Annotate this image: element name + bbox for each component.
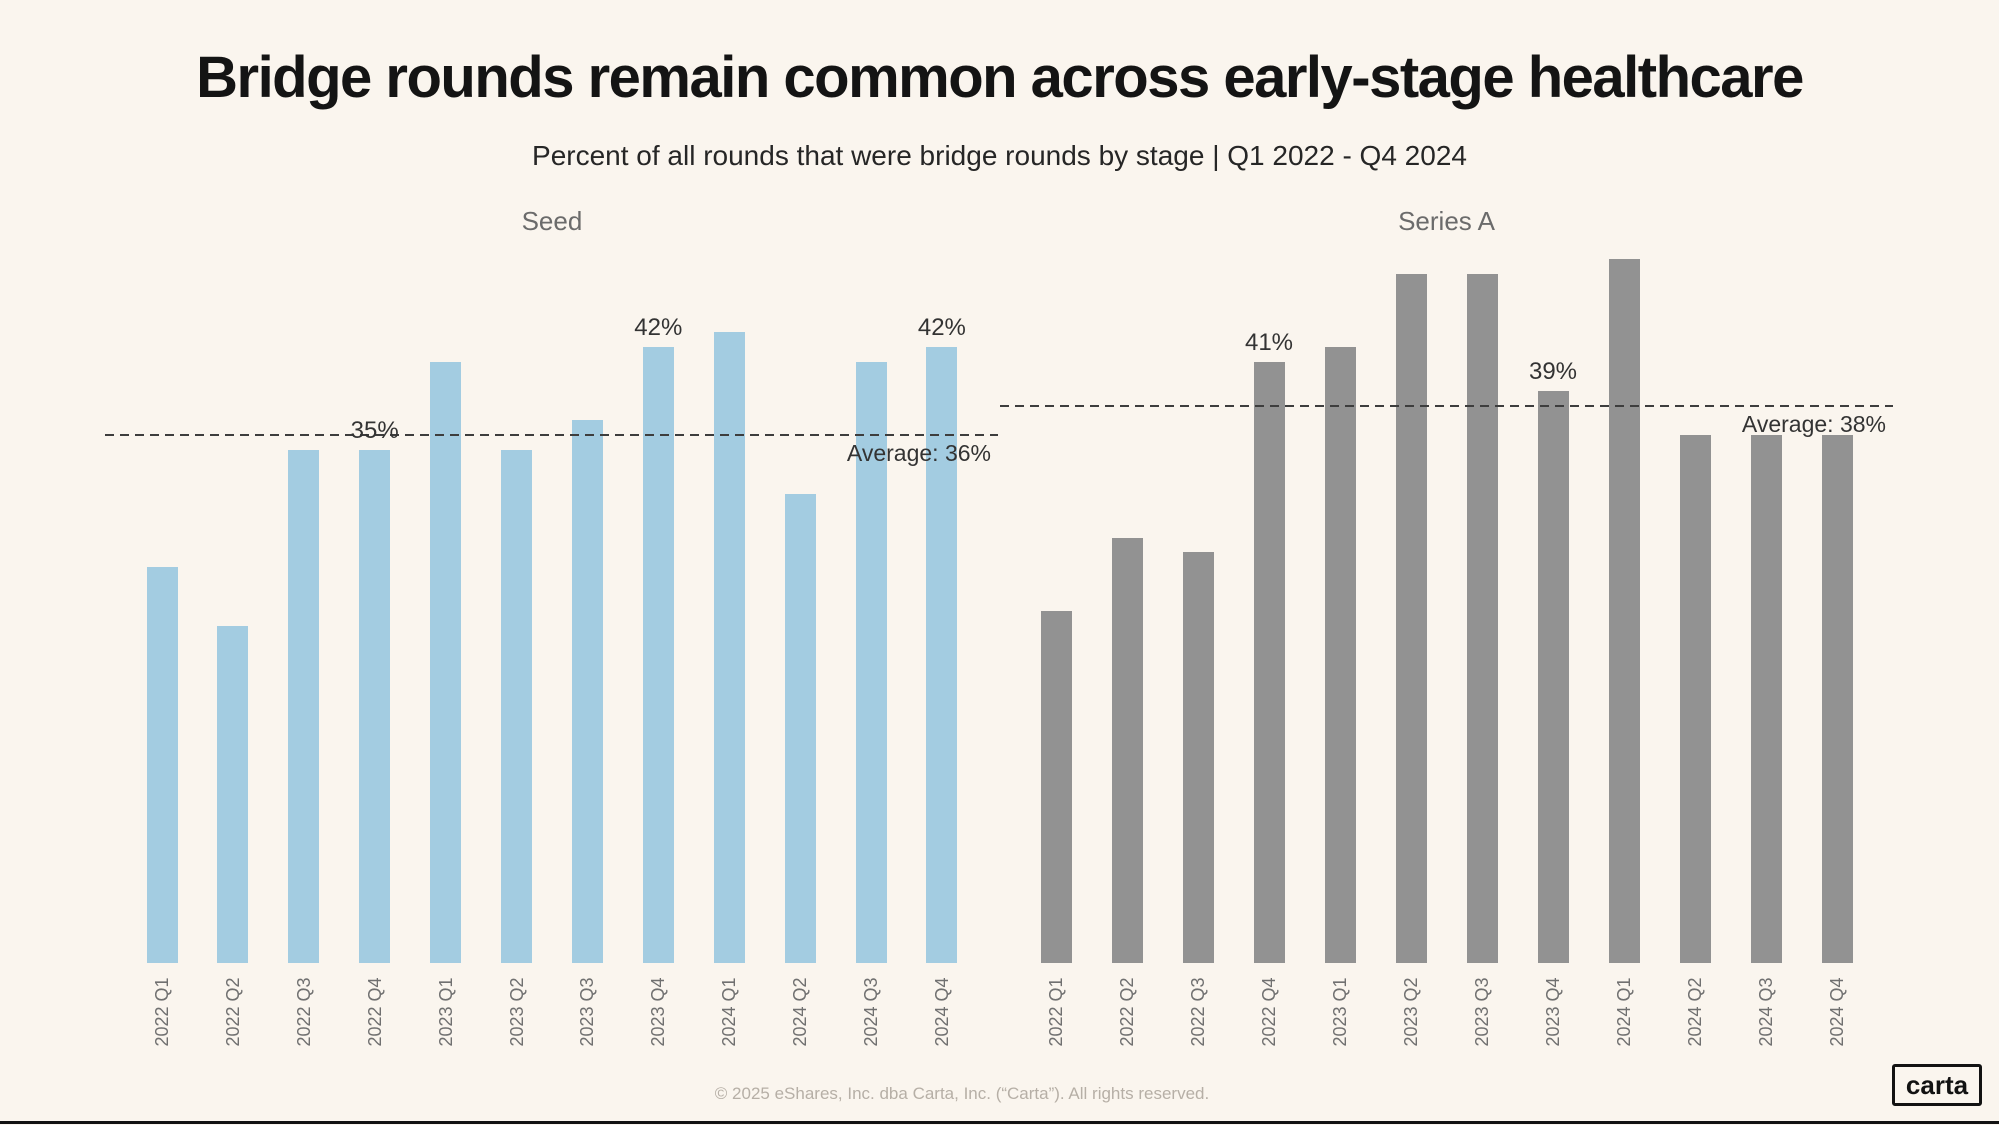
x-label-series-a-2022-q4: 2022 Q4 (1259, 977, 1279, 1047)
chart-subtitle: Percent of all rounds that were bridge r… (532, 140, 1467, 171)
average-label-seed: Average: 36% (846, 439, 991, 466)
bar-series-a-2023-q4 (1537, 390, 1569, 963)
bar-seed-2023-q2 (501, 449, 532, 963)
bar-value-label-seed-2024-q4: 42% (917, 313, 966, 341)
bar-value-label-series-a-2023-q4: 39% (1528, 357, 1578, 385)
average-label-series-a: Average: 38% (1741, 410, 1886, 437)
x-label-seed-2024-q2: 2024 Q2 (790, 977, 811, 1047)
bar-value-label-seed-2023-q4: 42% (634, 313, 683, 341)
bar-seed-2023-q1 (430, 361, 462, 963)
x-label-series-a-2023-q2: 2023 Q2 (1401, 977, 1421, 1047)
x-label-series-a-2023-q3: 2023 Q3 (1472, 977, 1492, 1047)
x-label-seed-2022-q1: 2022 Q1 (152, 977, 172, 1047)
bar-series-a-2022-q1 (1040, 610, 1072, 963)
bar-seed-2022-q3 (288, 449, 320, 963)
x-label-series-a-2022-q2: 2022 Q2 (1117, 977, 1137, 1047)
bar-seed-2023-q3 (571, 420, 603, 963)
bar-series-a-2024-q2 (1679, 434, 1711, 963)
x-label-series-a-2022-q3: 2022 Q3 (1188, 977, 1208, 1047)
bar-value-label-series-a-2022-q4: 41% (1244, 328, 1294, 356)
panel-title-seed: Seed (521, 206, 583, 236)
bar-seed-2024-q1 (713, 332, 745, 963)
bar-seed-2024-q2 (784, 493, 816, 963)
bar-series-a-2024-q4 (1821, 434, 1853, 963)
bar-series-a-2022-q3 (1182, 552, 1214, 963)
x-label-series-a-2024-q4: 2024 Q4 (1827, 977, 1847, 1047)
copyright-note: © 2025 eShares, Inc. dba Carta, Inc. (“C… (714, 1084, 1210, 1103)
x-label-series-a-2024-q2: 2024 Q2 (1685, 977, 1705, 1047)
bar-seed-2024-q4 (926, 346, 958, 963)
x-label-series-a-2024-q1: 2024 Q1 (1614, 977, 1634, 1047)
x-label-series-a-2023-q4: 2023 Q4 (1543, 977, 1563, 1047)
chart-title: Bridge rounds remain common across early… (196, 45, 1804, 110)
bottom-border-line (0, 1121, 1999, 1124)
bar-series-a-2024-q3 (1750, 434, 1782, 963)
carta-logo-text: carta (1905, 1069, 1969, 1100)
bar-series-a-2023-q2 (1395, 273, 1427, 963)
x-label-seed-2022-q4: 2022 Q4 (364, 977, 385, 1047)
x-label-seed-2022-q3: 2022 Q3 (293, 977, 314, 1047)
bar-seed-2022-q4 (359, 449, 391, 963)
bar-series-a-2024-q1 (1608, 258, 1640, 963)
bar-series-a-2022-q2 (1111, 537, 1143, 963)
x-label-series-a-2022-q1: 2022 Q1 (1046, 977, 1066, 1047)
average-line-seed (105, 433, 998, 436)
x-label-seed-2023-q1: 2023 Q1 (435, 977, 456, 1047)
x-label-seed-2023-q2: 2023 Q2 (506, 977, 527, 1047)
carta-logo: carta (1892, 1064, 1982, 1106)
x-label-seed-2024-q3: 2024 Q3 (861, 977, 881, 1047)
bar-seed-2022-q2 (217, 625, 249, 963)
bar-value-label-seed-2022-q4: 35% (350, 416, 399, 444)
bar-series-a-2022-q4 (1253, 361, 1285, 963)
bar-seed-2023-q4 (642, 346, 674, 963)
x-label-seed-2022-q2: 2022 Q2 (222, 977, 243, 1047)
x-label-seed-2024-q4: 2024 Q4 (931, 977, 952, 1047)
x-label-seed-2024-q1: 2024 Q1 (719, 977, 740, 1047)
x-label-seed-2023-q3: 2023 Q3 (577, 977, 598, 1047)
x-label-series-a-2024-q3: 2024 Q3 (1756, 977, 1776, 1047)
panel-title-series-a: Series A (1398, 206, 1495, 236)
bar-series-a-2023-q1 (1324, 346, 1356, 963)
x-label-series-a-2023-q1: 2023 Q1 (1330, 977, 1350, 1047)
bar-seed-2024-q3 (855, 361, 887, 963)
x-label-seed-2023-q4: 2023 Q4 (648, 977, 669, 1047)
bar-seed-2022-q1 (146, 566, 178, 963)
bar-series-a-2023-q3 (1466, 273, 1498, 963)
average-line-series-a (1000, 404, 1893, 407)
